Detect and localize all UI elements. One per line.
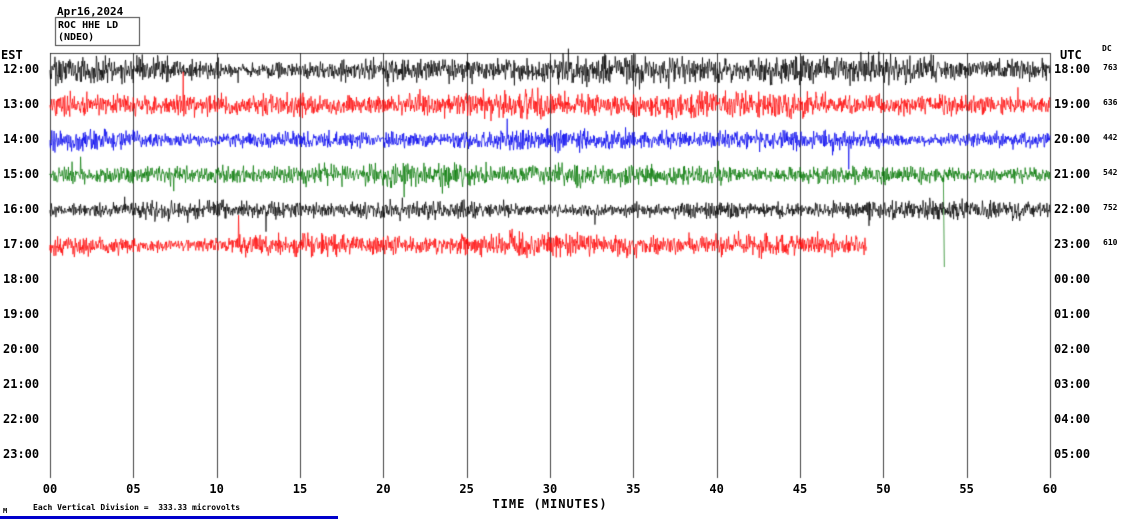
scale-note: Each Vertical Division = 333.33 microvol… [33, 503, 241, 512]
dc-value: 636 [1103, 98, 1118, 107]
x-tick-label: 35 [626, 482, 641, 496]
x-tick-label: 30 [542, 482, 558, 496]
est-time-label: 17:00 [3, 237, 40, 251]
x-tick-label: 55 [959, 482, 974, 496]
utc-time-label: 02:00 [1054, 342, 1091, 356]
utc-time-label: 04:00 [1054, 412, 1091, 426]
dc-value: 763 [1103, 63, 1118, 72]
utc-time-label: 20:00 [1054, 132, 1091, 146]
utc-time-label: 19:00 [1054, 97, 1091, 111]
x-tick-label: 15 [292, 482, 308, 496]
dc-column-label: DC [1102, 44, 1112, 53]
x-tick-label: 60 [1042, 482, 1058, 496]
est-time-label: 12:00 [3, 62, 40, 76]
utc-time-label: 03:00 [1054, 377, 1091, 391]
est-time-label: 20:00 [3, 342, 40, 356]
est-time-label: 21:00 [3, 377, 40, 391]
x-tick-label: 50 [876, 482, 891, 496]
x-tick-label: 05 [126, 482, 141, 496]
est-time-label: 14:00 [3, 132, 40, 146]
x-tick-label: 20 [376, 482, 391, 496]
utc-time-label: 23:00 [1054, 237, 1091, 251]
header-date: Apr16,2024 [57, 5, 124, 18]
bottom-blue-bar [0, 516, 338, 519]
est-time-label: 23:00 [3, 447, 40, 461]
left-axis-label-est: EST [1, 48, 23, 62]
utc-time-label: 21:00 [1054, 167, 1091, 181]
utc-time-label: 18:00 [1054, 62, 1091, 76]
est-time-label: 15:00 [3, 167, 40, 181]
utc-time-label: 05:00 [1054, 447, 1091, 461]
utc-time-label: 22:00 [1054, 202, 1091, 216]
x-tick-label: 25 [459, 482, 474, 496]
est-time-label: 22:00 [3, 412, 40, 426]
x-tick-label: 00 [42, 482, 58, 496]
footer-logo: M [3, 507, 8, 515]
x-tick-label: 45 [792, 482, 808, 496]
x-axis-title: TIME (MINUTES) [492, 497, 608, 511]
utc-time-label: 00:00 [1054, 272, 1091, 286]
dc-value: 610 [1103, 238, 1118, 247]
station-name: ROC HHE LD [58, 20, 119, 31]
dc-value: 542 [1103, 168, 1118, 177]
est-time-label: 19:00 [3, 307, 40, 321]
station-network: (NDEO) [58, 32, 95, 43]
est-time-label: 18:00 [3, 272, 40, 286]
utc-time-label: 01:00 [1054, 307, 1091, 321]
dc-value: 442 [1103, 133, 1118, 142]
right-axis-label-utc: UTC [1060, 48, 1082, 62]
x-tick-label: 40 [709, 482, 724, 496]
est-time-label: 16:00 [3, 202, 40, 216]
est-time-label: 13:00 [3, 97, 40, 111]
x-tick-label: 10 [209, 482, 224, 496]
dc-value: 752 [1103, 203, 1118, 212]
